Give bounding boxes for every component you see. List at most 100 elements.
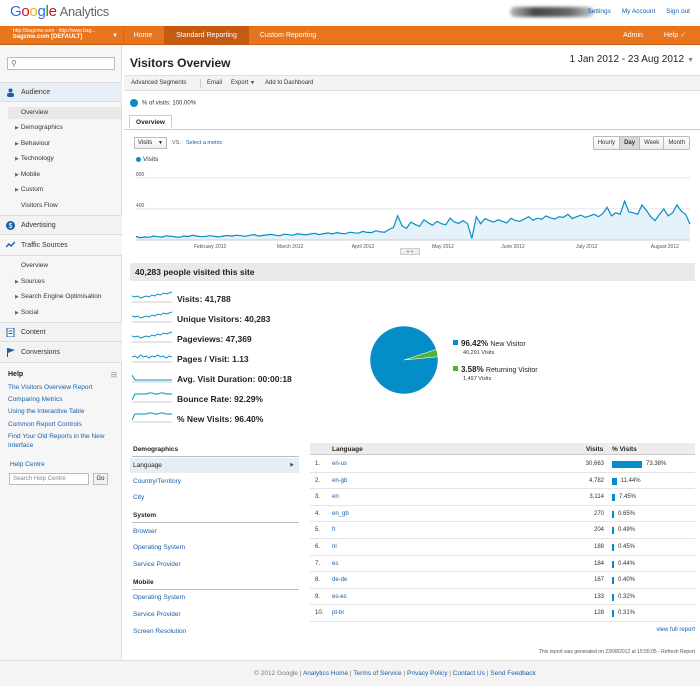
sidebar-subitem-technology[interactable]: ▶ Technology [15, 155, 54, 162]
sidebar-subitem-mobile[interactable]: ▶ Mobile [15, 171, 40, 178]
sidebar-item-content[interactable]: Content [0, 322, 122, 342]
metric-duration-label: Avg. Visit Duration: 00:00:18 [177, 374, 292, 384]
nav-admin[interactable]: Admin [623, 32, 643, 39]
sidebar-subitem-overview[interactable]: Overview [8, 107, 121, 119]
date-range-picker[interactable]: 1 Jan 2012 - 23 Aug 2012 ▼ [570, 54, 694, 65]
nav-help[interactable]: Help ✓ [655, 26, 695, 45]
sidebar-search-input[interactable]: ⚲ [7, 57, 115, 70]
row-language-link[interactable]: en-us [332, 461, 348, 467]
series-line-visits [135, 199, 691, 239]
help-heading: Help [8, 371, 24, 378]
footer-link-analytics-home[interactable]: Analytics Home [302, 670, 349, 677]
help-link-old-reports[interactable]: Find Your Old Reports in the New Interfa… [8, 433, 105, 449]
footer-link-contact[interactable]: Contact Us [452, 670, 485, 677]
row-language-link[interactable]: es [332, 560, 339, 567]
sparkline-path [132, 392, 172, 401]
row-language-link[interactable]: en-gb [332, 477, 348, 484]
line-chart-svg[interactable]: 800 400 February 2012 March 2012 April 2012 M… [124, 162, 700, 257]
col-pct-visits[interactable]: % Visits [612, 446, 637, 453]
sidebar-subitem-visitors-flow[interactable]: Visitors Flow [21, 202, 58, 209]
label: Mobile [20, 171, 41, 178]
demo-item-os[interactable]: Operating System [133, 544, 186, 551]
google-analytics-logo[interactable]: Google Analytics [10, 3, 109, 20]
table-row: 1. en-us 30,663 73.38% [310, 456, 695, 473]
footer-link-privacy[interactable]: Privacy Policy [407, 670, 448, 677]
col-language[interactable]: Language [332, 446, 363, 453]
nav-help-label: Help [663, 32, 679, 39]
add-to-dashboard-button[interactable]: Add to Dashboard [265, 80, 314, 86]
minimize-icon[interactable]: ⊟ [111, 372, 117, 379]
go-button[interactable]: Go [93, 473, 108, 485]
date-range-label: 1 Jan 2012 - 23 Aug 2012 [569, 54, 685, 65]
demo-item-mobile-provider[interactable]: Service Provider [133, 611, 181, 618]
demo-item-browser[interactable]: Browser [133, 528, 157, 535]
sidebar-subitem-seo[interactable]: ▶ Search Engine Optimisation [15, 293, 101, 300]
help-link-report-controls[interactable]: Common Report Controls [8, 421, 82, 428]
sidebar-subitem-behaviour[interactable]: ▶ Behaviour [15, 140, 50, 147]
export-button[interactable]: Export ▼ [231, 80, 255, 86]
day-button[interactable]: Day [619, 137, 640, 149]
month-button[interactable]: Month [663, 137, 689, 149]
row-language-link[interactable]: nl [332, 544, 337, 550]
settings-link[interactable]: Settings [587, 8, 611, 15]
sidebar-subitem-sources[interactable]: ▶ Sources [15, 278, 45, 285]
sidebar-subitem-social[interactable]: ▶ Social [15, 309, 39, 316]
top-bar: Google Analytics Settings My Account Sign… [0, 0, 700, 26]
chart-resize-handle[interactable]: ▼▼ [400, 248, 420, 255]
label: Social [20, 309, 39, 316]
demo-item-screen-resolution[interactable]: Screen Resolution [133, 628, 187, 635]
footer-link-terms[interactable]: Terms of Service [353, 670, 402, 677]
help-link-interactive-table[interactable]: Using the Interactive Table [8, 408, 85, 415]
sidebar-item-advertising[interactable]: $ Advertising [0, 215, 122, 235]
row-language-link[interactable]: es-es [332, 593, 347, 600]
help-link-comparing-metrics[interactable]: Comparing Metrics [8, 396, 63, 403]
nav-home[interactable]: Home [133, 32, 153, 39]
tab-overview[interactable]: Overview [129, 115, 172, 129]
divider [132, 522, 299, 523]
series-area [136, 201, 690, 240]
row-language-link[interactable]: pt-br [332, 610, 345, 617]
demo-item-language[interactable]: Language ▶ [130, 458, 299, 473]
row-pct-bar [612, 477, 617, 485]
view-full-report-link[interactable]: view full report [656, 627, 695, 633]
advanced-segments-button[interactable]: Advanced Segments [131, 80, 187, 86]
nav-standard-reporting[interactable]: Standard Reporting [164, 26, 249, 45]
row-language-link[interactable]: de-de [332, 577, 348, 584]
help-centre-search-input[interactable]: Search Help Centre [9, 473, 89, 485]
sidebar-subitem-demographics[interactable]: ▶ Demographics [15, 124, 63, 131]
row-pct-bar [612, 510, 614, 518]
metric-select[interactable]: Visits ▼ [134, 137, 167, 149]
row-pct: 0.44% [618, 560, 636, 567]
row-language-link[interactable]: fr [332, 527, 336, 534]
divider [132, 589, 299, 590]
email-button[interactable]: Email [207, 80, 223, 86]
row-language-link[interactable]: en_gb [332, 510, 349, 517]
sparkline [132, 354, 172, 363]
demo-item-country[interactable]: Country/Territory [133, 478, 182, 485]
row-visits: 188 [593, 544, 604, 550]
visitor-type-pie-chart[interactable] [369, 325, 439, 395]
sidebar-item-audience[interactable]: Audience [0, 82, 122, 102]
help-link-visitors-overview[interactable]: The Visitors Overview Report [8, 384, 93, 391]
label: Technology [20, 155, 54, 162]
sign-out-link[interactable]: Sign out [666, 8, 690, 15]
nav-custom-reporting[interactable]: Custom Reporting [259, 32, 317, 39]
help-centre-link[interactable]: Help Centre [10, 461, 45, 468]
demo-item-service-provider[interactable]: Service Provider [133, 561, 181, 568]
week-button[interactable]: Week [639, 137, 664, 149]
account-selector[interactable]: http://bagzme.com - http://www.bag... ba… [0, 26, 124, 45]
sidebar-subitem-traffic-overview[interactable]: Overview [21, 262, 49, 269]
demo-item-city[interactable]: City [133, 494, 145, 501]
row-visits: 270 [593, 510, 604, 517]
row-language-link[interactable]: en [332, 494, 339, 501]
sidebar-subitem-custom[interactable]: ▶ Custom [15, 186, 43, 193]
sidebar-item-conversions[interactable]: Conversions [0, 343, 122, 363]
select-metric-link[interactable]: Select a metric [186, 140, 223, 146]
hourly-button[interactable]: Hourly [593, 137, 620, 149]
col-visits[interactable]: Visits [586, 446, 604, 453]
sidebar-item-traffic-sources[interactable]: Traffic Sources [0, 236, 122, 256]
my-account-link[interactable]: My Account [621, 8, 656, 15]
chevron-down-icon: ▼ [250, 80, 255, 86]
footer-link-feedback[interactable]: Send Feedback [490, 670, 536, 677]
demo-item-mobile-os[interactable]: Operating System [133, 594, 186, 601]
